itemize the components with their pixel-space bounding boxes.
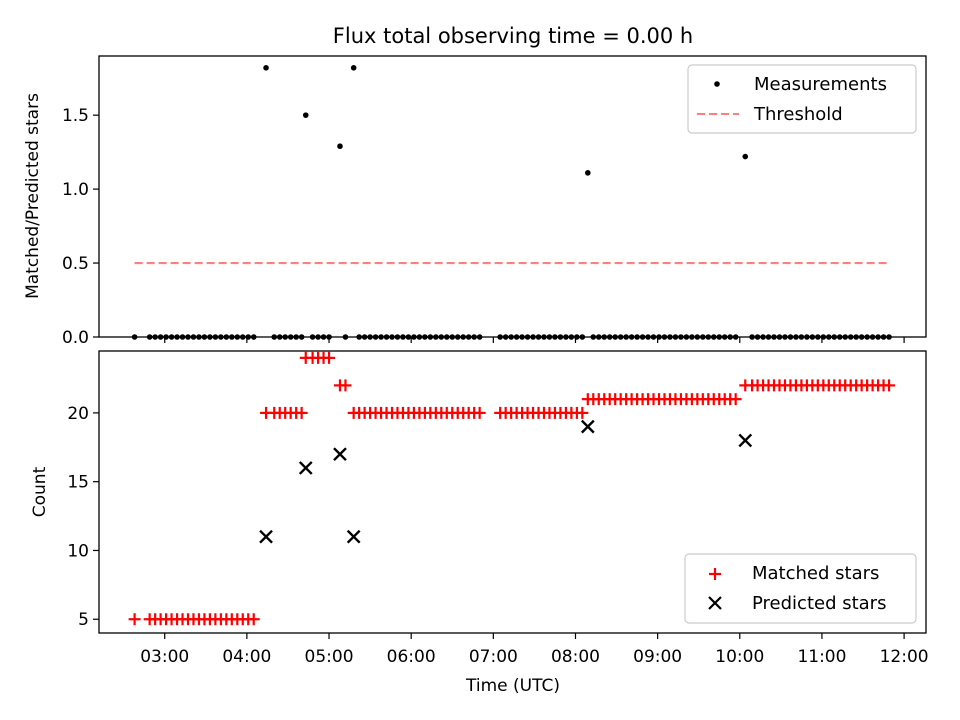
matched-star-point — [128, 613, 141, 626]
matched-star-point — [576, 406, 589, 419]
matched-star-point — [883, 379, 896, 392]
bottom-y-tick-label: 15 — [67, 473, 89, 493]
top-legend: Measurements Threshold — [687, 64, 917, 134]
predicted-star-b — [333, 447, 347, 462]
predicted-star-b — [259, 529, 273, 544]
x-tick-label: 04:00 — [222, 647, 271, 667]
matched-star-point — [323, 351, 336, 364]
legend-threshold-label: Threshold — [753, 104, 843, 125]
legend-matched-label: Matched stars — [752, 563, 879, 584]
measurement-point — [337, 143, 343, 150]
predicted-star-b — [738, 433, 753, 448]
x-tick-label: 09:00 — [633, 647, 682, 667]
bottom-axes-frame — [98, 350, 927, 634]
bottom-legend: Matched stars Predicted stars — [684, 553, 917, 624]
x-tick-label: 07:00 — [469, 647, 518, 667]
legend-measurements-label: Measurements — [754, 74, 887, 95]
top-y-tick-label: 1.5 — [62, 106, 89, 126]
predicted-star-b — [298, 461, 313, 475]
predicted-star-point — [298, 461, 313, 475]
predicted-star-point — [259, 529, 273, 544]
predicted-star-point — [738, 433, 753, 448]
matched-star-point — [473, 406, 486, 419]
predicted-star-point — [580, 419, 595, 434]
predicted-star-b — [580, 419, 595, 434]
legend-predicted-marker — [708, 596, 722, 610]
top-y-tick-label: 0.0 — [62, 328, 89, 348]
top-legend-box — [687, 64, 917, 134]
x-tick-label: 05:00 — [305, 647, 354, 667]
legend-measurements-marker — [714, 81, 720, 87]
measurement-point — [742, 153, 749, 160]
measurement-point — [585, 170, 591, 176]
x-tick-label: 12:00 — [880, 647, 929, 667]
top-chart-title: Flux total observing time = 0.00 h — [333, 24, 693, 48]
measurement-point — [350, 65, 357, 71]
bottom-y-ticks: 5 10 15 20 — [67, 404, 99, 630]
bottom-y-tick-label: 20 — [67, 404, 89, 424]
measurement-point — [302, 112, 309, 118]
x-tick-label: 03:00 — [140, 647, 189, 667]
x-tick-label: 06:00 — [387, 647, 436, 667]
bottom-y-axis-label: Count — [30, 466, 50, 517]
matched-star-point — [339, 379, 352, 392]
bottom-y-tick-label: 10 — [67, 541, 89, 561]
top-y-tick-label: 1.0 — [62, 180, 89, 200]
top-y-tick-label: 0.5 — [62, 254, 89, 274]
top-y-ticks: 0.0 0.5 1.0 1.5 — [62, 106, 99, 348]
matched-star-point — [295, 406, 308, 419]
x-axis-label: Time (UTC) — [465, 676, 560, 696]
x-tick-label: 10:00 — [715, 647, 764, 667]
matched-star-point — [247, 613, 260, 626]
predicted-star-point — [333, 447, 347, 462]
top-panel: Flux total observing time = 0.00 h Match… — [23, 24, 927, 348]
x-tick-label: 08:00 — [551, 647, 600, 667]
predicted-star-b — [346, 529, 361, 544]
bottom-plot-area — [128, 351, 896, 626]
bottom-x-ticks: 03:00 04:00 05:00 06:00 07:00 08:00 09:00 10:00… — [140, 633, 929, 667]
legend-matched-marker — [709, 568, 721, 580]
bottom-y-tick-label: 5 — [78, 610, 89, 630]
measurement-point — [263, 65, 269, 71]
legend-predicted-label: Predicted stars — [752, 593, 886, 614]
bottom-legend-box — [684, 553, 917, 624]
x-tick-label: 11:00 — [797, 647, 846, 667]
predicted-star-point — [346, 529, 361, 544]
top-axes-frame — [98, 55, 927, 338]
matched-star-point — [729, 393, 742, 406]
bottom-panel: Count Time (UTC) 5 10 15 20 03:00 04:00 05:00… — [30, 350, 929, 696]
top-y-axis-label: Matched/Predicted stars — [23, 93, 43, 299]
